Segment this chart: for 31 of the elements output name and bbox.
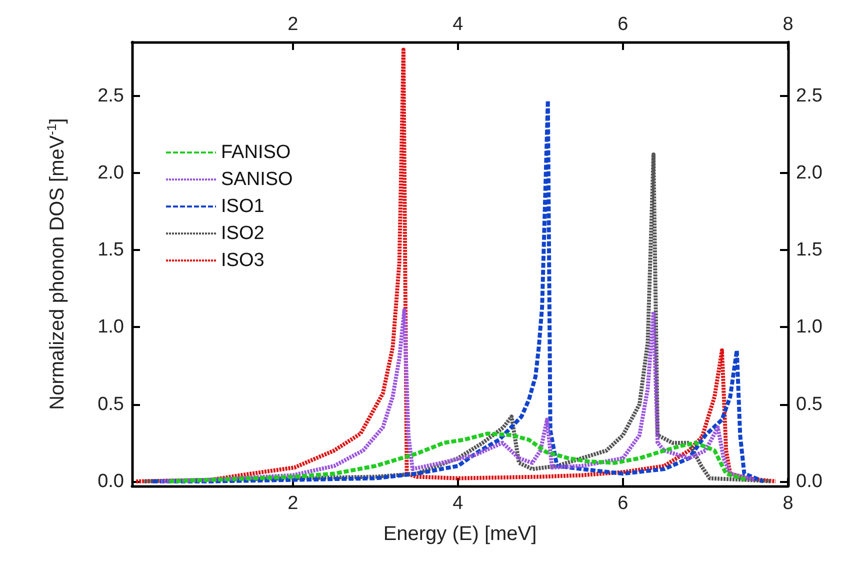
x2-tick-label: 4: [452, 14, 464, 35]
legend-label: ISO1: [221, 196, 264, 217]
y2-tick-label: 2.0: [796, 162, 822, 184]
y2-tick-label: 1.0: [796, 316, 822, 338]
legend-label: ISO2: [221, 223, 264, 244]
x-tick-label: 8: [782, 493, 794, 514]
y-tick-label: 1.5: [98, 240, 124, 261]
y-axis-title: Normalized phonon DOS [meV-1]: [44, 118, 68, 410]
legend-label: ISO3: [221, 250, 264, 271]
legend-label: FANISO: [221, 142, 291, 163]
y-tick-label: 2.0: [98, 162, 124, 184]
line-series: [150, 98, 766, 484]
y-tick-label: 1.0: [98, 316, 124, 338]
y2-tick-label: 0.5: [796, 394, 822, 415]
y2-tick-label: 0.0: [796, 470, 822, 492]
x-axis-title: Energy (E) [meV]: [383, 523, 537, 545]
y-tick-label: 2.5: [98, 85, 124, 106]
y-tick-label: 0.0: [98, 470, 124, 492]
x-tick-label: 2: [288, 493, 298, 514]
y2-tick-label: 1.5: [796, 240, 822, 261]
line-series: [167, 432, 749, 484]
x-tick-label: 4: [452, 493, 464, 514]
y2-tick-label: 2.5: [796, 85, 822, 106]
x2-tick-label: 8: [782, 14, 794, 35]
x-tick-label: 6: [618, 493, 628, 514]
legend-label: SANISO: [221, 169, 293, 190]
y-tick-label: 0.5: [98, 394, 124, 415]
x2-tick-label: 6: [618, 14, 628, 35]
x2-tick-label: 2: [288, 14, 298, 35]
line-series: [134, 48, 778, 484]
line-series: [158, 308, 757, 484]
